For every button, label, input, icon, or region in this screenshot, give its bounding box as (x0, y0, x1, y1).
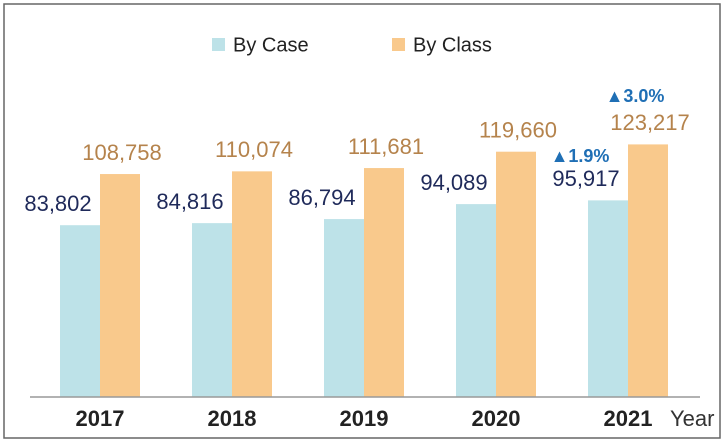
bar (232, 171, 272, 397)
bar (100, 174, 140, 397)
x-tick-label: 2020 (472, 406, 521, 431)
bar (60, 225, 100, 397)
value-label: 95,917 (552, 166, 619, 191)
value-label: 84,816 (156, 189, 223, 214)
value-label: 108,758 (82, 140, 162, 165)
x-tick-label: 2019 (340, 406, 389, 431)
value-label: 111,681 (348, 134, 424, 159)
annotation: ▲3.0% (606, 86, 665, 106)
bar (588, 200, 628, 397)
bar (628, 144, 668, 397)
bar (324, 219, 364, 397)
bar (456, 204, 496, 397)
bar (192, 223, 232, 397)
x-tick-label: 2021 (604, 406, 653, 431)
annotation: ▲1.9% (551, 146, 610, 166)
value-label: 86,794 (288, 185, 355, 210)
x-tick-label: 2018 (208, 406, 257, 431)
legend-swatch (392, 38, 405, 51)
legend-label: By Class (413, 34, 492, 56)
bar (496, 151, 536, 397)
value-label: 123,217 (610, 110, 690, 135)
value-label: 119,660 (479, 118, 557, 143)
x-tick-label: 2017 (76, 406, 125, 431)
legend-label: By Case (233, 34, 309, 56)
bar (364, 168, 404, 397)
legend-swatch (212, 38, 225, 51)
value-label: 83,802 (24, 191, 91, 216)
value-label: 94,089 (420, 170, 487, 195)
value-label: 110,074 (215, 137, 293, 162)
x-axis-label: Year (670, 406, 714, 431)
